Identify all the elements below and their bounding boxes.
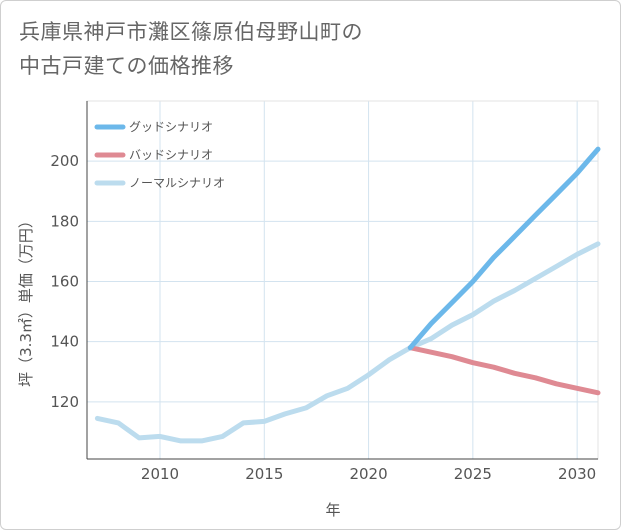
x-tick-label: 2020	[349, 465, 387, 483]
chart-title: 兵庫県神戸市灘区篠原伯母野山町の 中古戸建ての価格推移	[19, 15, 609, 83]
x-tick-label: 2015	[245, 465, 283, 483]
legend-label-1: バッドシナリオ	[129, 148, 213, 162]
axes	[86, 100, 599, 460]
series-line-2	[94, 241, 601, 444]
x-tick-label: 2010	[141, 465, 179, 483]
x-tick-label: 2030	[558, 465, 596, 483]
y-tick-label: 160	[50, 273, 79, 291]
chart-title-line-2: 中古戸建ての価格推移	[19, 54, 234, 78]
series-line-0	[407, 146, 601, 351]
y-tick-label: 200	[50, 152, 79, 170]
x-tick-label: 2025	[454, 465, 492, 483]
grid-lines	[87, 101, 598, 459]
y-tick-label: 120	[50, 393, 79, 411]
series-lines	[94, 146, 601, 444]
y-axis-label: 坪（3.3㎡）単価（万円）	[17, 213, 35, 387]
y-tick-label: 140	[50, 333, 79, 351]
legend-label-2: ノーマルシナリオ	[129, 176, 225, 190]
y-tick-label: 180	[50, 212, 79, 230]
tick-labels: 2010 2015 2020 2025 2030 120 140 160 180 200	[50, 152, 596, 483]
series-line-1	[407, 345, 601, 396]
x-axis-label: 年	[325, 501, 340, 519]
legend-label-0: グッドシナリオ	[129, 120, 213, 134]
chart-title-line-1: 兵庫県神戸市灘区篠原伯母野山町の	[19, 20, 363, 44]
